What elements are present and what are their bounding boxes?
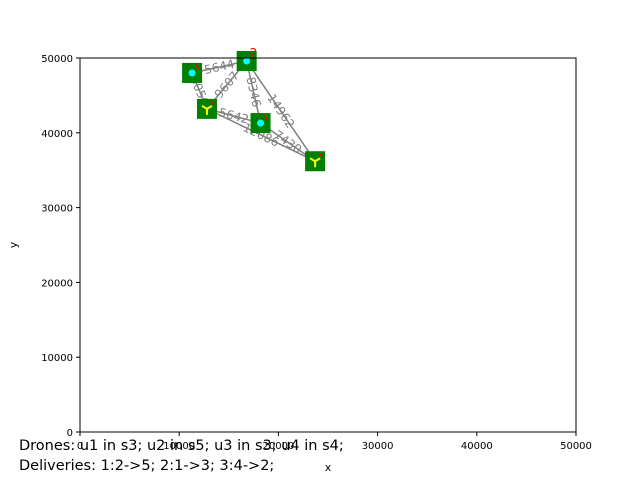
x-tick-label: 20000 <box>262 441 294 452</box>
edge-line <box>206 108 316 162</box>
y-tick-label: 0 <box>67 428 73 439</box>
red-tick-mark <box>210 100 215 106</box>
x-axis-label: x <box>325 461 332 474</box>
station-s5 <box>305 151 326 172</box>
y-axis-label: y <box>7 241 20 248</box>
station-s3 <box>196 98 217 119</box>
edge-label: 8346 <box>243 76 263 109</box>
y-tick-label: 30000 <box>41 204 73 215</box>
tripod-marker <box>309 157 321 168</box>
drone-dot <box>257 119 265 127</box>
tripod-marker <box>201 105 213 115</box>
y-tick-label: 50000 <box>41 54 73 65</box>
edge-line <box>246 60 316 162</box>
red-tick-mark <box>195 64 200 70</box>
tripod-leg <box>201 105 208 110</box>
y-tick-label: 20000 <box>41 278 73 289</box>
red-tick-mark <box>263 114 269 120</box>
drone-dot <box>243 57 251 65</box>
station-s4 <box>250 113 271 134</box>
red-tick-mark <box>318 152 323 158</box>
y-axis-ticks: 0 10000 20000 30000 40000 50000 <box>41 54 80 439</box>
tripod-leg <box>309 157 316 163</box>
station-s2 <box>236 50 257 71</box>
drone-dot <box>188 69 196 77</box>
tripod-leg <box>314 157 321 163</box>
edge-line <box>245 60 262 124</box>
y-tick-label: 40000 <box>41 129 73 140</box>
plot-area-frame <box>79 57 577 433</box>
red-tick-mark <box>250 52 255 58</box>
drones-caption: Drones: u1 in s3; u2 in s5; u3 in s3; u4… <box>19 438 344 454</box>
station-s1 <box>182 62 203 83</box>
x-tick-label: 0 <box>77 441 83 452</box>
x-tick-label: 10000 <box>163 441 195 452</box>
tripod-leg <box>206 105 213 110</box>
y-tick-label: 10000 <box>41 353 73 364</box>
edge-label: 7430 <box>271 128 304 157</box>
deliveries-caption: Deliveries: 1:2->5; 2:1->3; 3:4->2; <box>19 458 275 474</box>
x-tick-label: 50000 <box>560 441 592 452</box>
x-tick-label: 40000 <box>461 441 493 452</box>
x-axis-ticks: 0 10000 20000 30000 40000 50000 <box>77 432 592 452</box>
station-markers <box>182 50 326 172</box>
edge-label: 5644 <box>203 57 236 77</box>
x-tick-label: 30000 <box>362 441 394 452</box>
